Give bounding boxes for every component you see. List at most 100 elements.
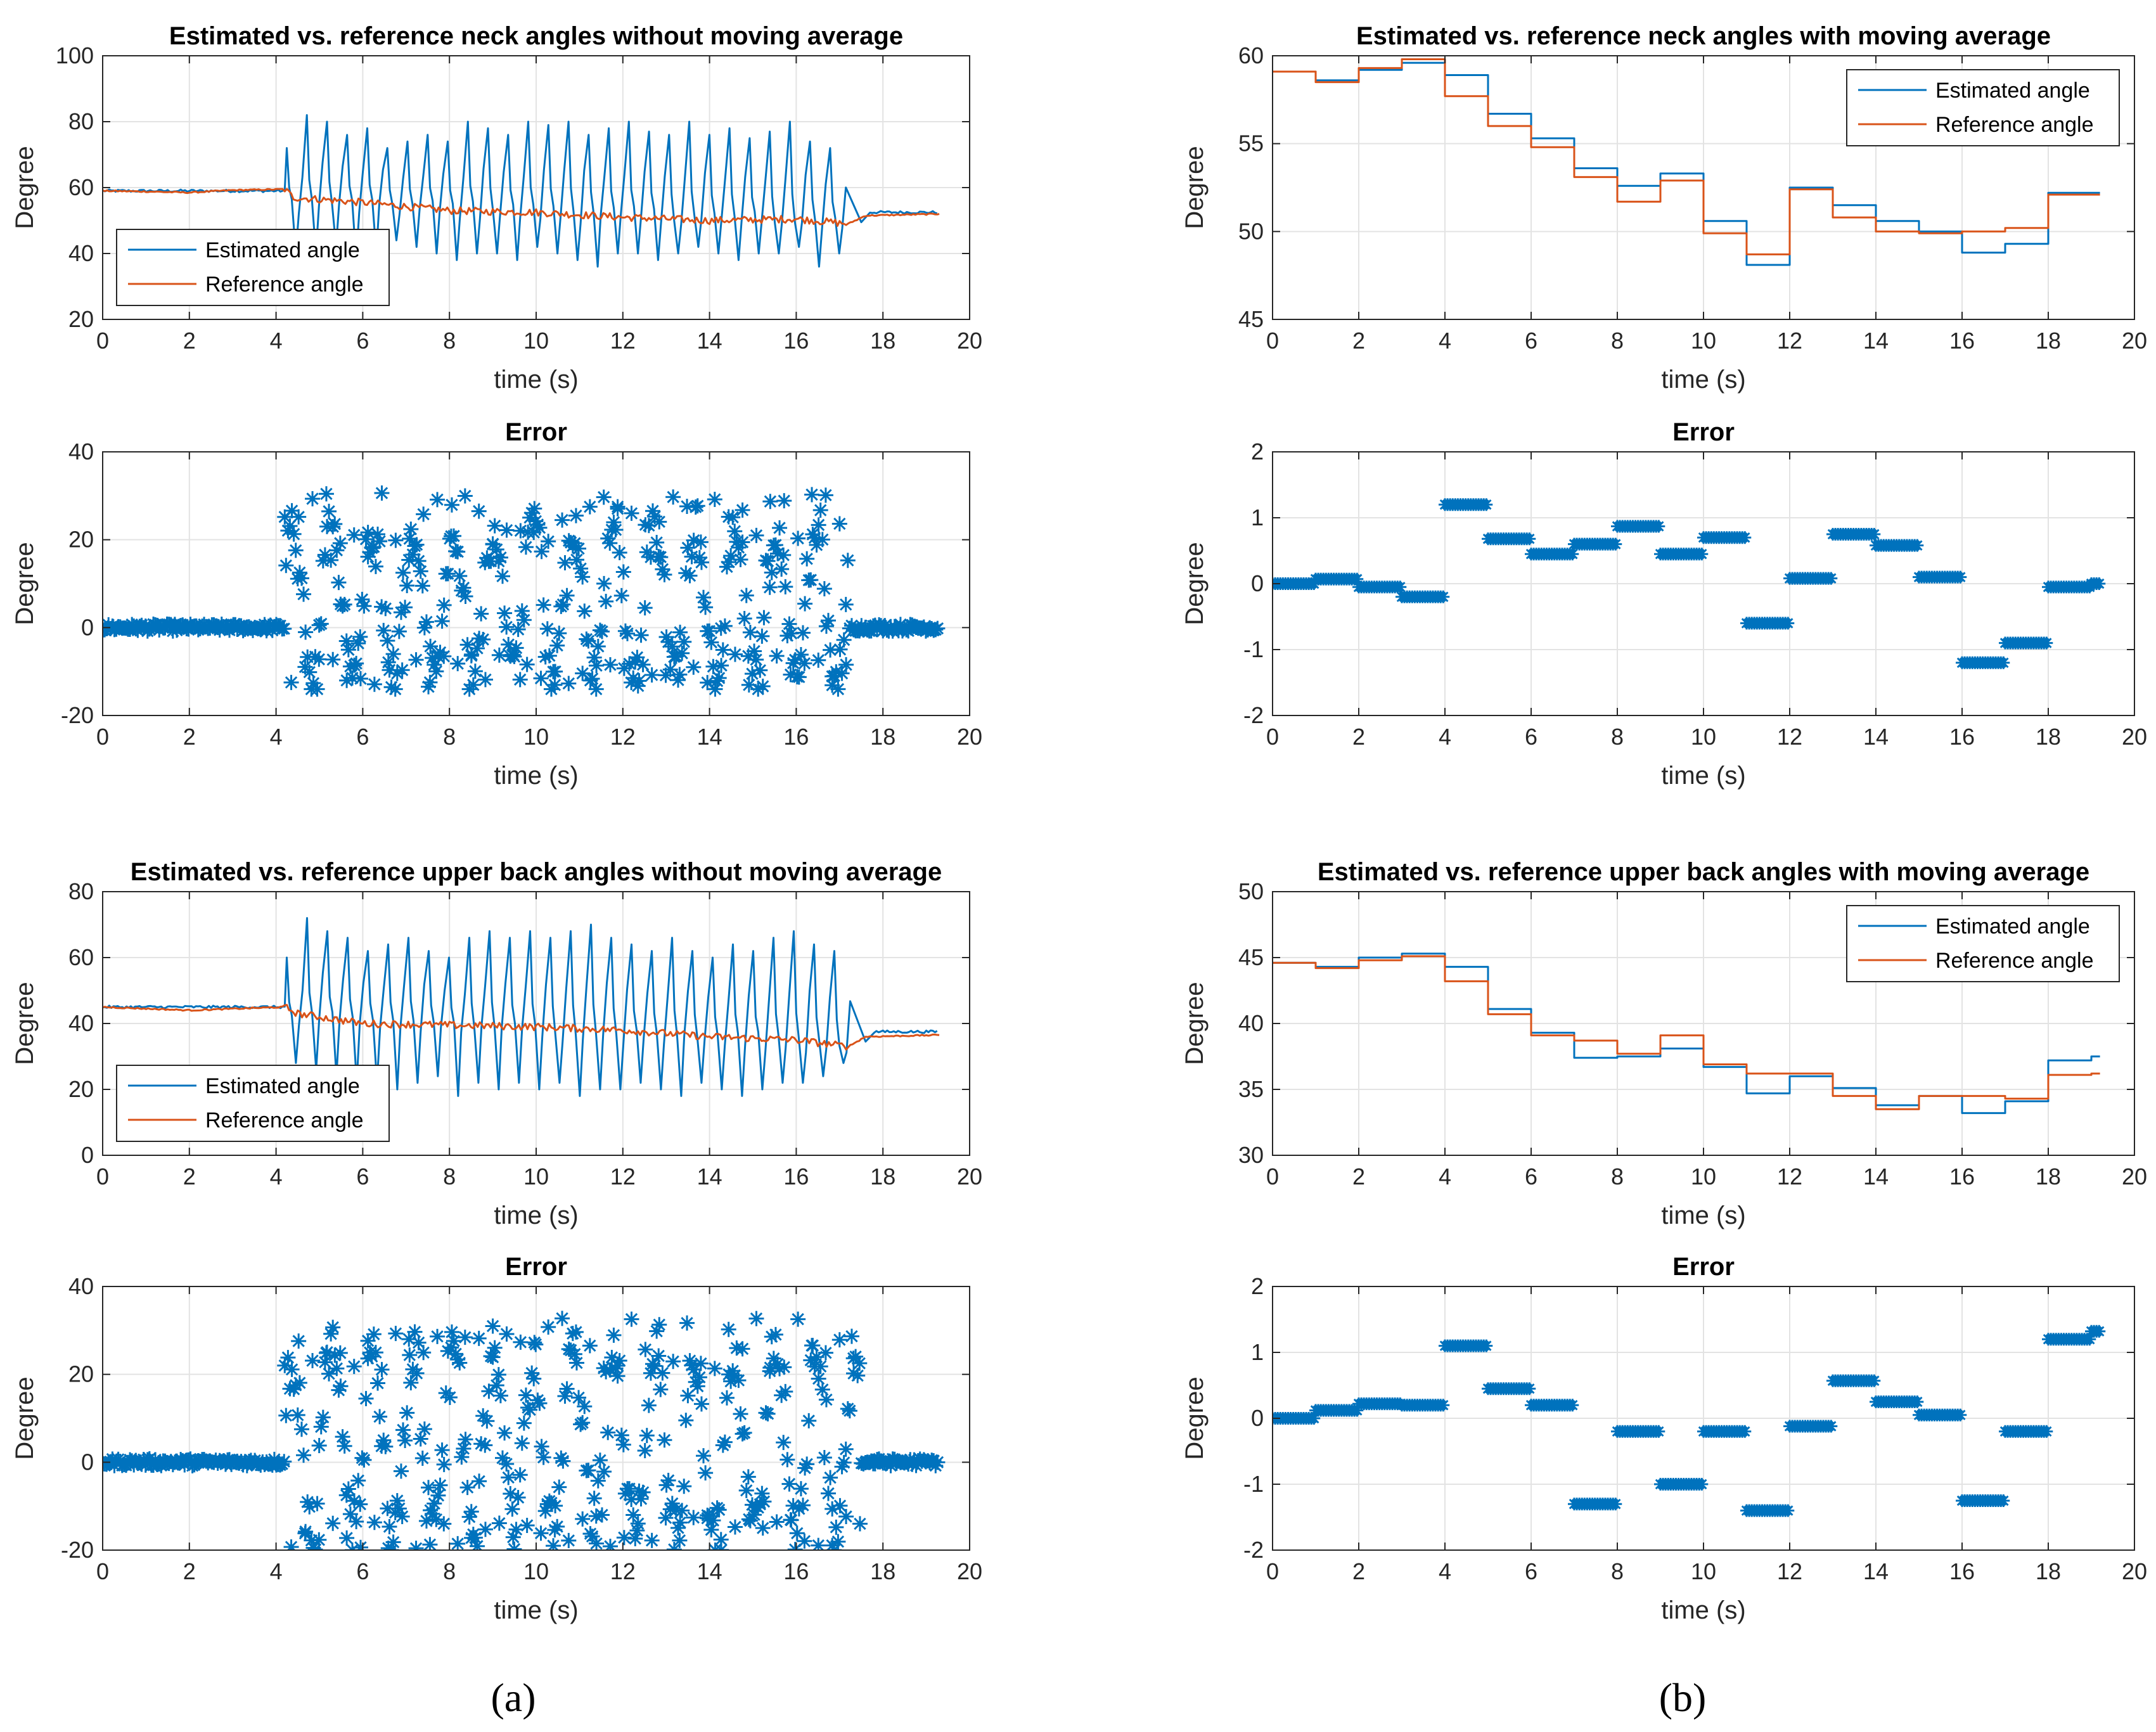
panel-label-a: (a) (491, 1675, 536, 1720)
y-tick-label: 40 (68, 1010, 94, 1036)
series-line-reference (103, 1004, 940, 1051)
y-tick-label: 50 (1238, 218, 1264, 244)
x-tick-label: 2 (183, 328, 196, 354)
series-line-reference (1273, 955, 2100, 1110)
x-tick-label: 14 (1863, 1164, 1889, 1190)
x-tick-label: 4 (1439, 1164, 1451, 1190)
x-tick-label: 16 (783, 1558, 809, 1584)
x-tick-label: 6 (356, 1164, 369, 1190)
y-tick-label: -1 (1243, 1471, 1264, 1497)
y-tick-label: 60 (68, 944, 94, 970)
x-tick-label: 14 (1863, 328, 1889, 354)
x-axis-label: time (s) (494, 366, 578, 394)
x-axis-label: time (s) (494, 1202, 578, 1229)
x-axis-label: time (s) (1661, 1596, 1745, 1624)
error-markers (103, 1311, 946, 1550)
y-axis-label: Degree (1181, 982, 1209, 1065)
x-tick-label: 8 (443, 1164, 456, 1190)
series-line-reference (103, 188, 940, 227)
x-tick-label: 16 (1949, 724, 1975, 750)
chart-title: Estimated vs. reference upper back angle… (1318, 858, 2089, 886)
x-tick-label: 16 (1949, 1558, 1975, 1584)
y-tick-label: 20 (68, 527, 94, 553)
legend: Estimated angle Reference angle (116, 1065, 390, 1142)
y-axis-label: Degree (1181, 146, 1209, 229)
y-tick-label: 2 (1251, 439, 1264, 465)
x-tick-label: 0 (96, 1164, 109, 1190)
y-tick-label: 60 (1238, 42, 1264, 68)
x-tick-label: 10 (523, 724, 549, 750)
chart-title: Estimated vs. reference neck angles with… (169, 22, 903, 50)
y-tick-label: -1 (1243, 636, 1264, 662)
x-tick-label: 8 (1611, 328, 1624, 354)
y-tick-label: 20 (68, 1076, 94, 1102)
y-tick-label: -2 (1243, 1537, 1264, 1563)
x-tick-label: 12 (1777, 1164, 1802, 1190)
x-tick-label: 4 (270, 1164, 283, 1190)
x-tick-label: 0 (96, 1558, 109, 1584)
x-tick-label: 12 (610, 724, 636, 750)
x-axis-label: time (s) (1661, 366, 1745, 394)
y-tick-label: -2 (1243, 702, 1264, 728)
x-tick-label: 20 (957, 1164, 982, 1190)
y-tick-label: 0 (81, 614, 94, 640)
y-tick-label: -20 (61, 1537, 94, 1563)
x-tick-label: 6 (356, 1558, 369, 1584)
y-axis-label: Degree (1181, 542, 1209, 625)
x-tick-label: 6 (1525, 724, 1537, 750)
x-tick-label: 14 (697, 1558, 722, 1584)
chart-title: Error (505, 1253, 567, 1281)
x-tick-label: 2 (1352, 1558, 1365, 1584)
x-tick-label: 16 (783, 1164, 809, 1190)
x-tick-label: 8 (443, 1558, 456, 1584)
x-tick-label: 4 (270, 724, 283, 750)
x-axis-label: time (s) (1661, 1202, 1745, 1229)
x-tick-label: 18 (2036, 724, 2061, 750)
x-tick-label: 10 (1691, 724, 1716, 750)
x-tick-label: 0 (1266, 1558, 1279, 1584)
x-tick-label: 4 (1439, 724, 1451, 750)
x-tick-label: 10 (1691, 328, 1716, 354)
x-tick-label: 16 (1949, 328, 1975, 354)
y-tick-label: 40 (68, 240, 94, 266)
y-tick-label: -20 (61, 702, 94, 728)
x-tick-label: 10 (1691, 1164, 1716, 1190)
x-tick-label: 6 (1525, 1558, 1537, 1584)
error-markers (103, 485, 946, 697)
x-tick-label: 0 (1266, 1164, 1279, 1190)
data-layer (103, 1311, 946, 1550)
y-tick-label: 55 (1238, 131, 1264, 157)
x-tick-label: 18 (870, 1164, 895, 1190)
data-layer (103, 114, 940, 268)
x-tick-label: 6 (356, 724, 369, 750)
chart-b-neck: 0 2 4 6 8 10 12 14 16 18 20 45 50 55 60 Estimated vs. r… (1181, 22, 2147, 394)
x-tick-label: 14 (697, 724, 722, 750)
x-tick-label: 2 (1352, 328, 1365, 354)
y-tick-label: 40 (68, 1273, 94, 1299)
y-tick-label: 1 (1251, 1339, 1264, 1365)
x-tick-label: 14 (1863, 1558, 1889, 1584)
legend-label: Estimated angle (205, 238, 360, 262)
y-tick-label: 100 (56, 42, 94, 68)
y-tick-label: 40 (1238, 1010, 1264, 1036)
x-tick-label: 12 (610, 1558, 636, 1584)
legend-label: Reference angle (205, 273, 364, 297)
x-tick-label: 20 (2122, 1558, 2147, 1584)
series-line-estimated (1273, 61, 2100, 266)
y-tick-label: 45 (1238, 306, 1264, 332)
legend-box (116, 229, 390, 306)
legend-box (1846, 69, 2120, 146)
y-tick-label: 30 (1238, 1142, 1264, 1168)
data-layer (1273, 953, 2100, 1114)
grid (1273, 892, 2134, 1155)
panel-label-b: (b) (1659, 1675, 1707, 1720)
x-tick-label: 8 (443, 724, 456, 750)
y-tick-label: 20 (68, 1361, 94, 1387)
y-axis-label: Degree (11, 146, 39, 229)
x-axis-label: time (s) (1661, 762, 1745, 790)
x-tick-label: 0 (1266, 724, 1279, 750)
y-tick-label: 0 (1251, 1405, 1264, 1431)
x-tick-label: 14 (697, 328, 722, 354)
x-tick-label: 0 (96, 328, 109, 354)
